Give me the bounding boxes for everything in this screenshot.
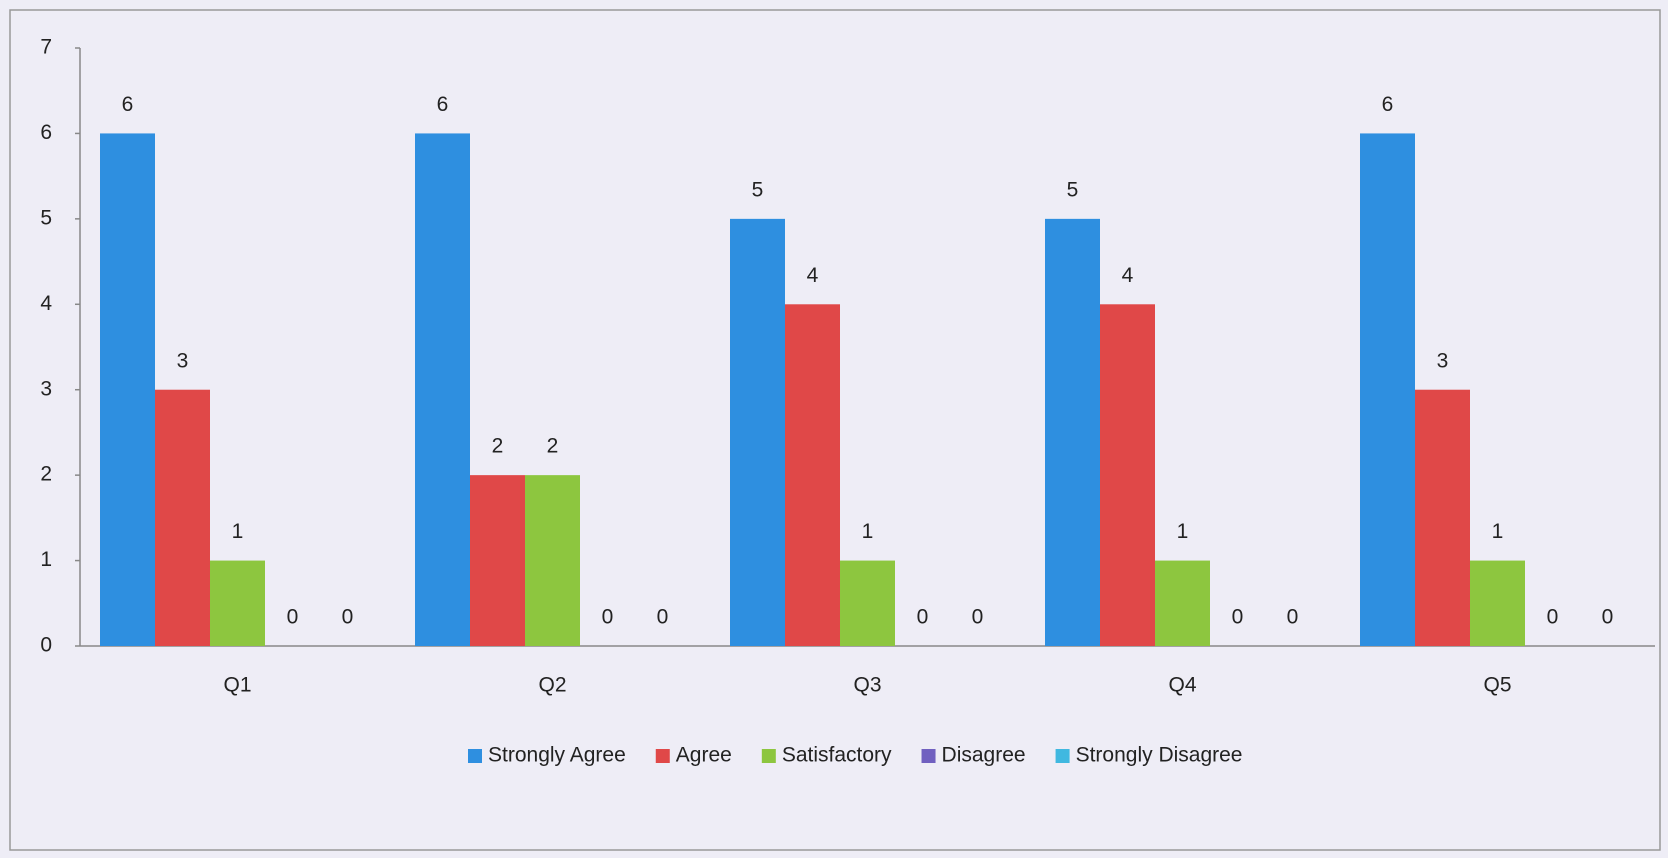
data-label: 0 [1232, 606, 1244, 629]
data-label: 1 [862, 520, 874, 543]
data-label: 0 [657, 606, 669, 629]
data-label: 0 [287, 606, 299, 629]
x-tick-label: Q1 [223, 674, 251, 697]
x-tick-label: Q2 [538, 674, 566, 697]
data-label: 0 [917, 606, 929, 629]
data-label: 1 [1492, 520, 1504, 543]
y-tick-label: 7 [40, 36, 52, 59]
data-label: 2 [547, 435, 559, 458]
legend-label: Strongly Disagree [1076, 744, 1243, 767]
y-tick-label: 2 [40, 463, 52, 486]
y-tick-label: 3 [40, 377, 52, 400]
bar [210, 560, 265, 646]
bar [1470, 560, 1525, 646]
data-label: 4 [807, 264, 819, 287]
data-label: 3 [177, 349, 189, 372]
bar [415, 133, 470, 646]
legend-label: Satisfactory [782, 744, 892, 767]
data-label: 1 [1177, 520, 1189, 543]
bar [525, 475, 580, 646]
data-label: 4 [1122, 264, 1134, 287]
legend-swatch [468, 749, 482, 763]
legend-swatch [1055, 749, 1070, 763]
bar [1415, 389, 1470, 646]
bar [1100, 304, 1155, 646]
data-label: 6 [122, 93, 134, 116]
bar [785, 304, 840, 646]
y-tick-label: 5 [40, 206, 52, 229]
y-tick-label: 1 [40, 548, 52, 571]
x-tick-label: Q4 [1168, 674, 1196, 697]
data-label: 2 [492, 435, 504, 458]
bar [100, 133, 155, 646]
legend-label: Strongly Agree [488, 744, 626, 767]
bar [730, 218, 785, 646]
bar [155, 389, 210, 646]
data-label: 6 [1382, 93, 1394, 116]
data-label: 5 [752, 178, 764, 201]
data-label: 0 [602, 606, 614, 629]
data-label: 0 [342, 606, 354, 629]
bar [1360, 133, 1415, 646]
y-tick-label: 4 [40, 292, 52, 315]
bar [840, 560, 895, 646]
data-label: 0 [1602, 606, 1614, 629]
bar [1045, 218, 1100, 646]
x-tick-label: Q3 [853, 674, 881, 697]
data-label: 0 [972, 606, 984, 629]
legend-label: Disagree [942, 744, 1026, 767]
legend-swatch [655, 749, 670, 763]
data-label: 6 [437, 93, 449, 116]
y-tick-label: 6 [40, 121, 52, 144]
data-label: 0 [1547, 606, 1559, 629]
legend-swatch [921, 749, 936, 763]
data-label: 3 [1437, 349, 1449, 372]
chart-frame [9, 9, 1661, 851]
bar [470, 475, 525, 646]
legend-swatch [761, 749, 776, 763]
data-label: 5 [1067, 178, 1079, 201]
y-tick-label: 0 [40, 634, 52, 657]
data-label: 0 [1287, 606, 1299, 629]
legend-label: Agree [676, 744, 732, 767]
bar [1155, 560, 1210, 646]
data-label: 1 [232, 520, 244, 543]
x-tick-label: Q5 [1483, 674, 1511, 697]
